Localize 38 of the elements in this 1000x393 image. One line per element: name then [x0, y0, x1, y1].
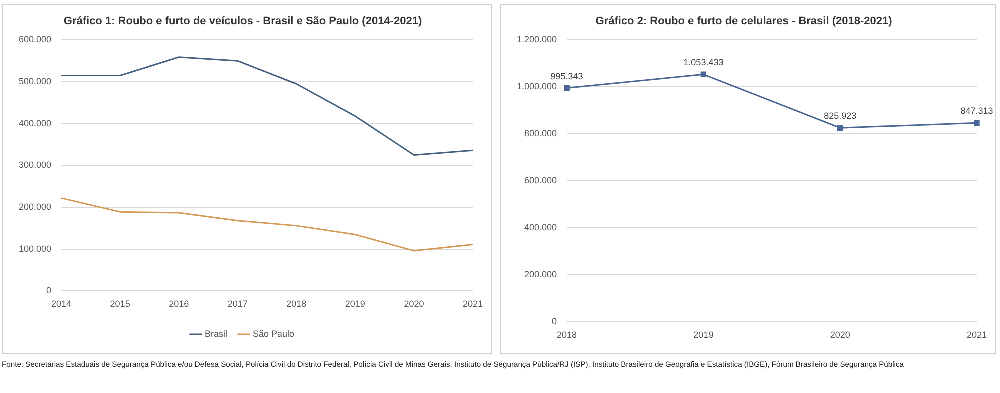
x-tick-label: 2019: [345, 299, 366, 310]
x-tick-label: 2020: [830, 330, 850, 340]
point: [700, 72, 707, 78]
point: [974, 120, 980, 126]
y-tick-label: 200.000: [524, 270, 558, 280]
x-tick-label: 2016: [169, 299, 190, 310]
y-tick-label: 100.000: [18, 244, 52, 254]
legend-label: Brasil: [204, 328, 228, 339]
y-tick-label: 800.000: [524, 128, 558, 139]
y-tick-label: 300.000: [18, 160, 52, 170]
y-tick-label: 600.000: [524, 176, 558, 186]
y-tick-label: 0: [552, 316, 558, 327]
point: [837, 125, 844, 131]
x-tick-label: 2018: [557, 330, 578, 340]
y-tick-label: 0: [46, 286, 52, 296]
legend-label: São Paulo: [252, 328, 295, 339]
y-tick-label: 500.000: [18, 76, 52, 87]
x-tick-label: 2021: [462, 299, 484, 310]
chart-title: Gráfico 1: Roubo e furto de veículos - Brasil e São Paulo (2014-2021): [64, 16, 422, 28]
data-label: 1.053.433: [684, 58, 724, 68]
y-tick-label: 200.000: [18, 202, 52, 212]
x-tick-label: 2015: [110, 299, 130, 310]
x-tick-label: 2017: [228, 299, 248, 310]
data-label: 995.343: [550, 71, 584, 82]
chart-title: Gráfico 2: Roubo e furto de celulares - Brasil (2018-2021): [596, 16, 893, 28]
x-tick-label: 2014: [52, 299, 72, 310]
y-tick-label: 400.000: [18, 118, 52, 128]
point: [564, 85, 570, 92]
y-tick-label: 1.000.000: [516, 82, 558, 92]
x-tick-label: 2018: [286, 299, 307, 310]
data-label: 847.313: [960, 106, 994, 116]
x-tick-label: 2021: [966, 330, 988, 340]
y-tick-label: 1.200.000: [516, 34, 558, 45]
y-tick-label: 400.000: [524, 222, 558, 233]
data-label: 825.923: [824, 111, 857, 122]
x-tick-label: 2019: [694, 330, 714, 340]
x-tick-label: 2020: [404, 299, 424, 310]
y-tick-label: 600.000: [18, 34, 52, 45]
